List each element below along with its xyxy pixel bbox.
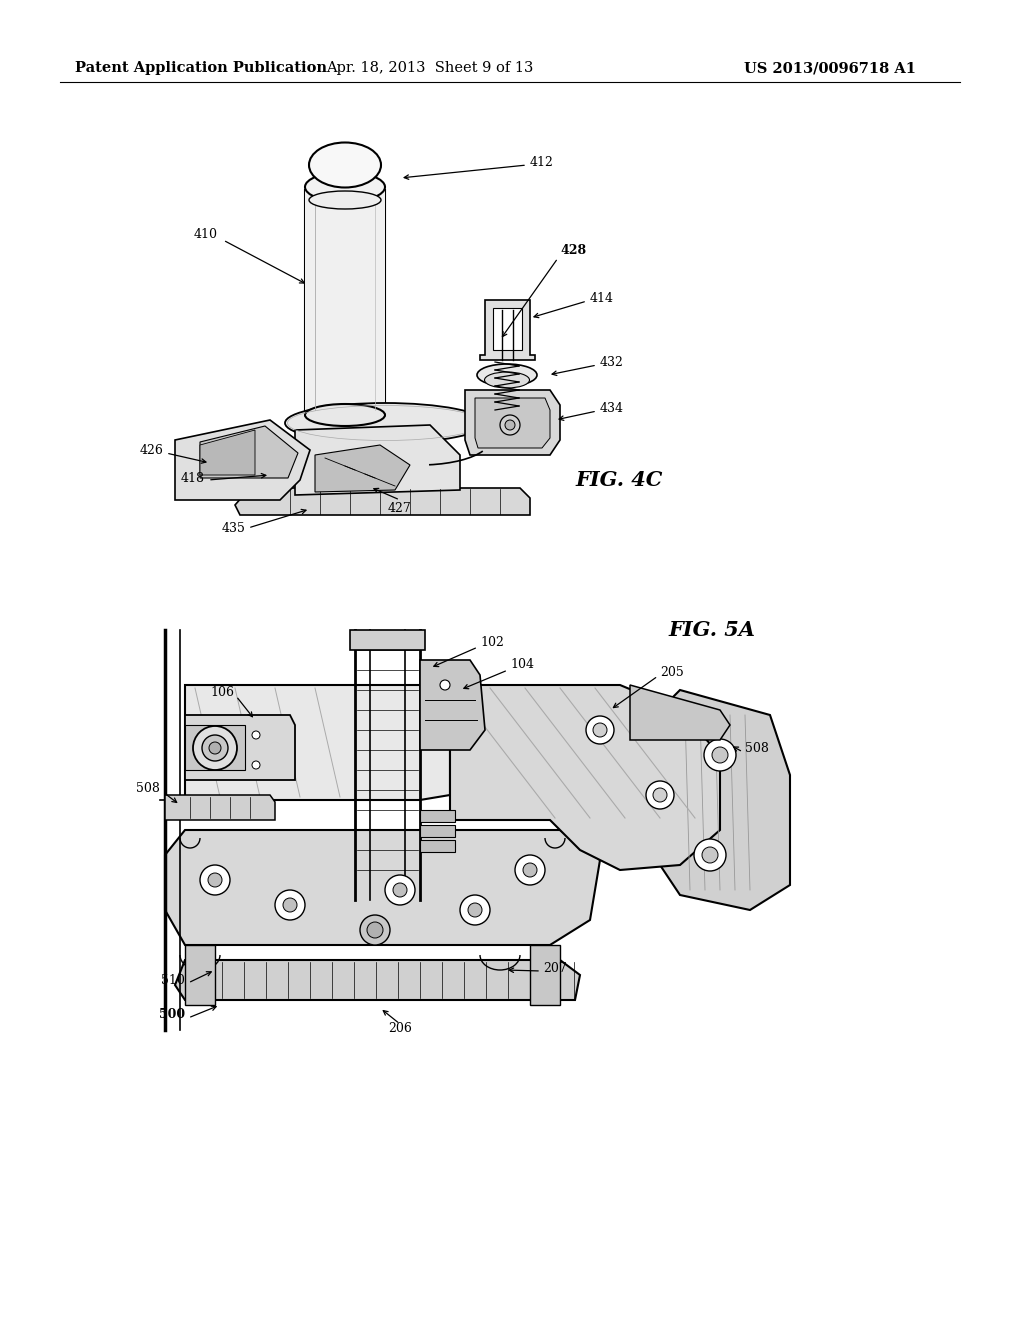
Circle shape: [505, 420, 515, 430]
Circle shape: [275, 890, 305, 920]
Text: 104: 104: [510, 659, 534, 672]
Circle shape: [460, 895, 490, 925]
Text: Apr. 18, 2013  Sheet 9 of 13: Apr. 18, 2013 Sheet 9 of 13: [327, 61, 534, 75]
Ellipse shape: [305, 404, 385, 426]
Polygon shape: [660, 690, 790, 909]
Polygon shape: [175, 960, 580, 1001]
Text: Patent Application Publication: Patent Application Publication: [75, 61, 327, 75]
Circle shape: [515, 855, 545, 884]
Circle shape: [586, 715, 614, 744]
Circle shape: [593, 723, 607, 737]
Polygon shape: [480, 300, 535, 360]
Circle shape: [523, 863, 537, 876]
Polygon shape: [234, 488, 530, 515]
Polygon shape: [185, 685, 450, 800]
Circle shape: [283, 898, 297, 912]
Circle shape: [193, 726, 237, 770]
Polygon shape: [420, 810, 455, 822]
Text: 412: 412: [530, 156, 554, 169]
Polygon shape: [420, 825, 455, 837]
Circle shape: [500, 414, 520, 436]
Circle shape: [367, 921, 383, 939]
Circle shape: [252, 762, 260, 770]
Ellipse shape: [309, 191, 381, 209]
Polygon shape: [200, 430, 255, 475]
Ellipse shape: [477, 364, 537, 385]
Text: 427: 427: [388, 502, 412, 515]
Text: 428: 428: [560, 243, 586, 256]
Circle shape: [200, 865, 230, 895]
Ellipse shape: [484, 372, 529, 388]
Polygon shape: [185, 715, 295, 780]
Text: 102: 102: [480, 635, 504, 648]
Circle shape: [705, 739, 736, 771]
Text: US 2013/0096718 A1: US 2013/0096718 A1: [744, 61, 916, 75]
Polygon shape: [630, 685, 730, 741]
Polygon shape: [175, 420, 310, 500]
Text: 432: 432: [600, 355, 624, 368]
Polygon shape: [465, 389, 560, 455]
Text: 426: 426: [139, 444, 163, 457]
Text: 206: 206: [388, 1022, 412, 1035]
Text: 435: 435: [221, 521, 245, 535]
Circle shape: [468, 903, 482, 917]
Text: 410: 410: [194, 228, 218, 242]
Text: 418: 418: [181, 471, 205, 484]
Polygon shape: [165, 830, 600, 945]
Polygon shape: [475, 399, 550, 447]
Text: 510: 510: [161, 974, 185, 986]
Text: 434: 434: [600, 401, 624, 414]
Text: 205: 205: [660, 665, 684, 678]
Text: FIG. 4C: FIG. 4C: [575, 470, 663, 490]
Ellipse shape: [309, 143, 381, 187]
Ellipse shape: [305, 172, 385, 202]
Circle shape: [653, 788, 667, 803]
Polygon shape: [315, 445, 410, 492]
Circle shape: [385, 875, 415, 906]
Text: 500: 500: [159, 1008, 185, 1022]
Circle shape: [360, 915, 390, 945]
Polygon shape: [200, 426, 298, 478]
Ellipse shape: [285, 403, 485, 444]
Polygon shape: [450, 685, 720, 870]
Circle shape: [252, 731, 260, 739]
Text: 207: 207: [543, 961, 566, 974]
Circle shape: [393, 883, 407, 898]
Text: 508: 508: [745, 742, 769, 755]
Circle shape: [440, 680, 450, 690]
Circle shape: [702, 847, 718, 863]
Circle shape: [202, 735, 228, 762]
Polygon shape: [420, 660, 485, 750]
Circle shape: [712, 747, 728, 763]
Polygon shape: [350, 630, 425, 649]
Polygon shape: [493, 308, 522, 350]
Circle shape: [209, 742, 221, 754]
Circle shape: [694, 840, 726, 871]
Polygon shape: [295, 425, 460, 495]
Polygon shape: [185, 945, 215, 1005]
Circle shape: [646, 781, 674, 809]
Polygon shape: [185, 725, 245, 770]
Circle shape: [208, 873, 222, 887]
Polygon shape: [530, 945, 560, 1005]
Polygon shape: [165, 795, 275, 820]
Polygon shape: [305, 187, 385, 414]
Text: FIG. 5A: FIG. 5A: [668, 620, 755, 640]
Text: 414: 414: [590, 292, 614, 305]
Text: 508: 508: [136, 781, 160, 795]
Text: 106: 106: [210, 685, 234, 698]
Polygon shape: [420, 840, 455, 851]
